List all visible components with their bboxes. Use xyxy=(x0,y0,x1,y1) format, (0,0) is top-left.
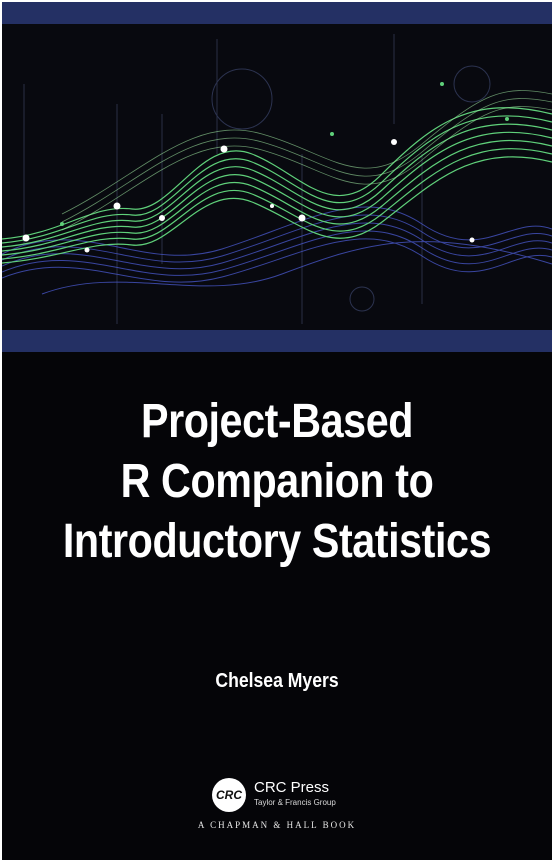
top-band xyxy=(2,2,552,24)
title-line-1: Project-Based xyxy=(140,395,414,448)
data-wave-artwork xyxy=(2,24,552,330)
green-nodes xyxy=(60,82,509,226)
guide-lines xyxy=(23,34,423,324)
title-line-3: Introductory Statistics xyxy=(62,515,492,568)
title-line-2: R Companion to xyxy=(120,455,434,508)
book-title: Project-Based R Companion to Introductor… xyxy=(41,392,514,572)
crc-press-logo: CRC xyxy=(212,778,246,812)
publisher-name: CRC Press xyxy=(254,779,330,796)
middle-band xyxy=(2,330,552,352)
publisher-subtitle: Taylor & Francis Group xyxy=(254,798,336,807)
light-green-waves xyxy=(61,90,552,231)
publisher-block: CRC CRC Press Taylor & Francis Group xyxy=(212,778,362,818)
guide-circles xyxy=(211,65,491,312)
imprint-line: A CHAPMAN & HALL BOOK xyxy=(197,820,357,830)
green-waves xyxy=(2,107,552,264)
wave-nodes xyxy=(22,139,475,253)
author-name: Chelsea Myers xyxy=(215,670,339,692)
blue-waves xyxy=(2,206,552,295)
